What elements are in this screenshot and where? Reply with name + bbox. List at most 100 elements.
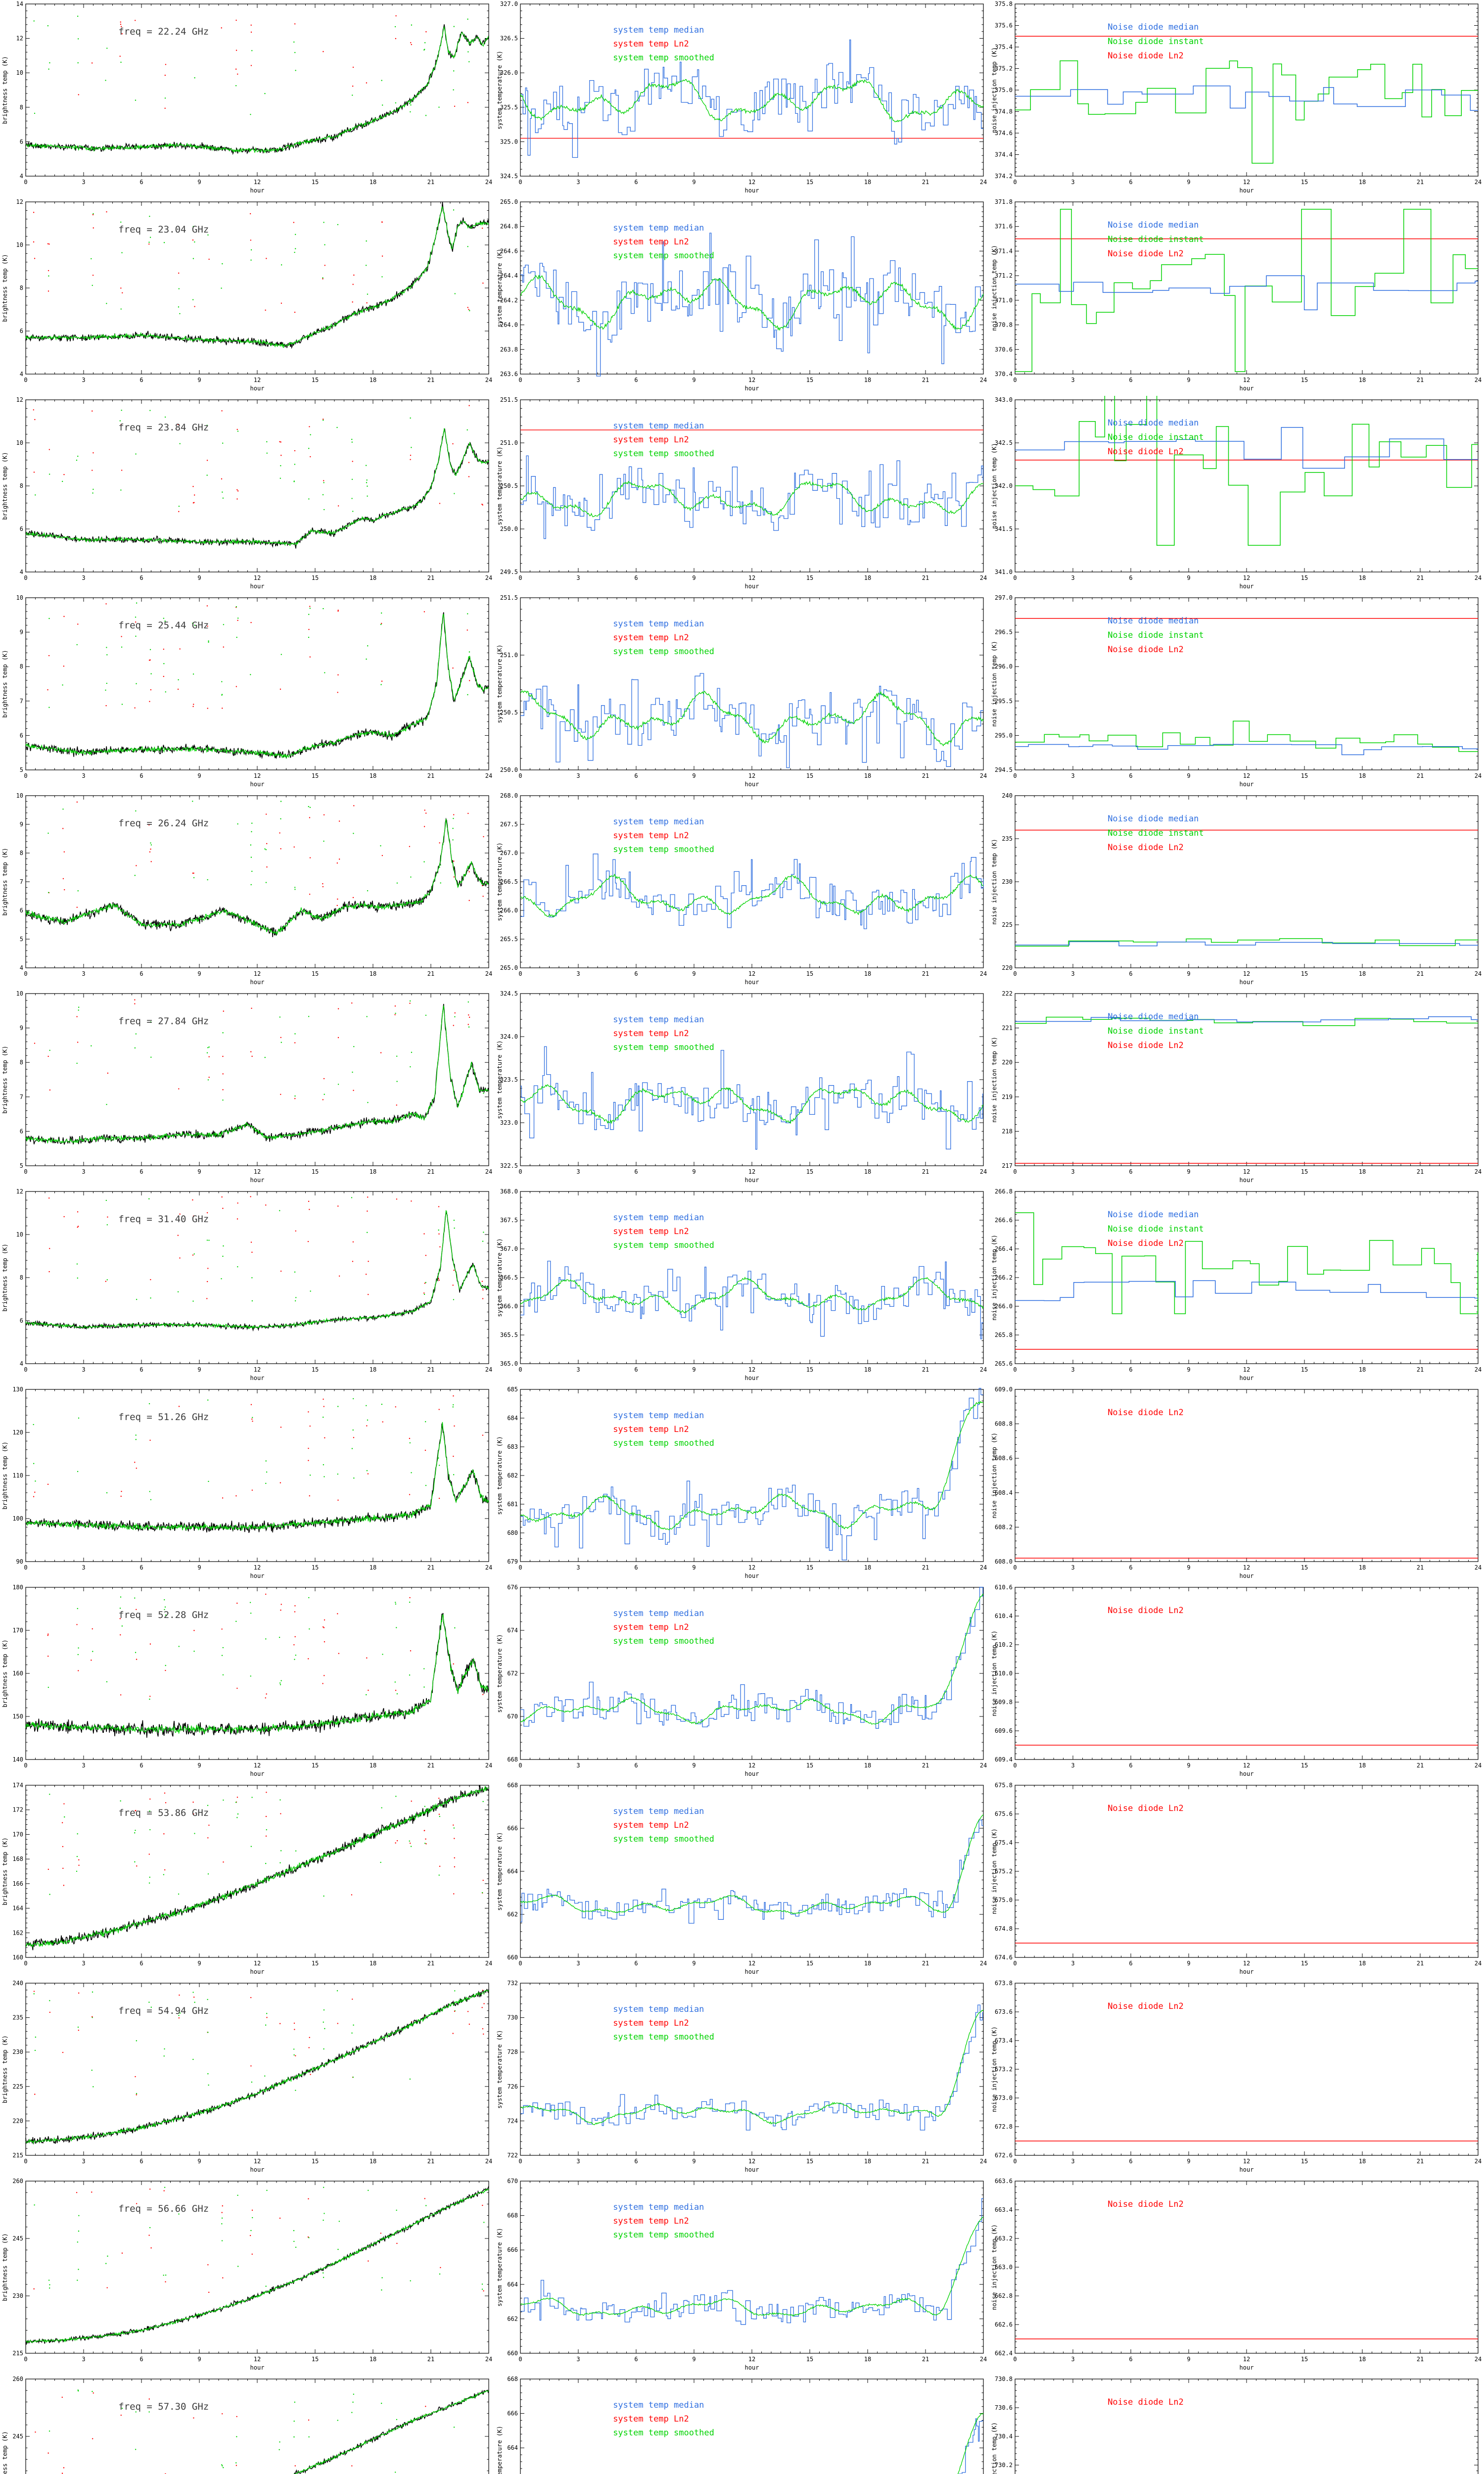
plot-text: 3	[82, 2158, 85, 2165]
plot-text: 24	[1475, 179, 1482, 186]
plot-text: 162	[12, 1929, 23, 1936]
plot-text: hour	[1240, 1572, 1254, 1579]
plot-text: 21	[1417, 1762, 1424, 1769]
plot-text: system temp Ln2	[613, 2414, 689, 2424]
plot-text: 722	[507, 2152, 518, 2159]
plot-text: hour	[745, 1572, 759, 1579]
plot-text: 21	[1417, 179, 1424, 186]
plot-text: 3	[1071, 1564, 1074, 1571]
plot-text: hour	[250, 385, 265, 392]
plot-text: 230	[12, 2048, 23, 2055]
plot-text: system temp Ln2	[613, 1622, 689, 1632]
plot-text: 21	[427, 1960, 434, 1967]
plot-text: system temp smoothed	[613, 2032, 714, 2042]
noise-injection-plot-svg: 0 3 6 9 12 15 18 21 24 hour 370.4 370.6 370.8 371.0 37…	[991, 198, 1482, 392]
plot-text: 140	[12, 1756, 23, 1763]
plot-text: Noise diode median	[1108, 22, 1199, 32]
plot-text: 9	[197, 574, 201, 581]
plot-text: 12	[16, 198, 23, 205]
plot-text: 3	[576, 2158, 580, 2165]
plot-text: system temp median	[613, 2004, 704, 2014]
plot-text: 3	[576, 2356, 580, 2363]
plot-text: 375.2	[995, 65, 1013, 72]
plot-text: 168	[12, 1856, 23, 1862]
system-temp-plot-svg: 0 3 6 9 12 15 18 21 24 hour 324.5 325.0 325.5 326.0 32…	[496, 0, 987, 194]
brightness-temp-plot-54.94ghz: 0 3 6 9 12 15 18 21 24 hour 215 220 225 230 235 240 brig…	[0, 1979, 495, 2177]
plot-text: 220	[12, 2117, 23, 2124]
plot-text: 24	[485, 1762, 492, 1769]
plot-text: 9	[1187, 2158, 1190, 2165]
plot-text: 15	[806, 2356, 813, 2363]
plot-text: system temp median	[613, 1213, 704, 1223]
plot-text: 675.2	[995, 1868, 1013, 1875]
plot-text: 295.0	[995, 732, 1013, 739]
brightness-temp-plot-svg: 0 3 6 9 12 15 18 21 24 hour 4 6 8 10 12 brightness temp…	[1, 396, 492, 590]
plot-text: 370.4	[995, 371, 1013, 378]
plot-text: 264.2	[500, 297, 518, 304]
plot-text: 24	[485, 1564, 492, 1571]
plot-text: system temp median	[613, 1411, 704, 1421]
plot-text: system temp median	[613, 619, 704, 629]
plot-text: 375.8	[995, 0, 1013, 7]
plot-text: 6	[139, 1366, 143, 1373]
plot-text: 6	[634, 2356, 638, 2363]
plot-text: 3	[576, 970, 580, 977]
plot-text: 266.2	[995, 1274, 1013, 1281]
plot-text: 0	[24, 970, 27, 977]
plot-text: 12	[254, 970, 261, 977]
plot-text: 18	[370, 2356, 376, 2363]
plot-text: 21	[427, 1762, 434, 1769]
plot-text: 21	[1417, 574, 1424, 581]
plot-text: 6	[1129, 1366, 1132, 1373]
plot-text: system temp smoothed	[613, 2428, 714, 2438]
plot-text: hour	[1240, 781, 1254, 788]
plot-text: 3	[1071, 574, 1074, 581]
system-temp-plot-31.4ghz: 0 3 6 9 12 15 18 21 24 hour 365.0 365.5 366.0 366.5 36…	[495, 1188, 989, 1385]
noise-injection-plot-svg: 0 3 6 9 12 15 18 21 24 hour 294.5 295.0 295.5 296.0 29…	[991, 594, 1482, 788]
plot-text: 250.0	[500, 766, 518, 773]
plot-text: 365.5	[500, 1332, 518, 1338]
plot-text: 12	[254, 1564, 261, 1571]
plot-text: 662.8	[995, 2292, 1013, 2299]
plot-text: 24	[1475, 2356, 1482, 2363]
plot-text: 12	[1243, 1564, 1250, 1571]
plot-text: 230	[12, 2292, 23, 2299]
plot-text: 266.5	[500, 878, 518, 885]
plot-text: system temp Ln2	[613, 1029, 689, 1039]
plot-text: noise injection temp (K)	[991, 839, 998, 924]
plot-text: 21	[427, 772, 434, 779]
plot-text: 15	[1301, 772, 1308, 779]
plot-text: 6	[139, 574, 143, 581]
plot-text: hour	[745, 2166, 759, 2173]
plot-text: 0	[24, 377, 27, 383]
plot-text: 15	[1301, 377, 1308, 383]
plot-text: system temp smoothed	[613, 1636, 714, 1646]
plot-text: 684	[507, 1415, 518, 1422]
plot-text: freq = 23.84 GHz	[118, 422, 209, 433]
plot-text: 3	[1071, 772, 1074, 779]
plot-text: 8	[20, 482, 23, 489]
plot-text: 6	[1129, 1168, 1132, 1175]
plot-text: 672.8	[995, 2123, 1013, 2130]
plot-text: 609.4	[995, 1756, 1013, 1763]
plot-text: 21	[922, 772, 929, 779]
plot-text: 6	[139, 1564, 143, 1571]
plot-text: 0	[24, 2356, 27, 2363]
plot-text: 8	[20, 104, 23, 111]
plot-text: Noise diode Ln2	[1108, 447, 1184, 457]
plot-text: system temperature (K)	[496, 51, 503, 130]
plot-text: 12	[748, 377, 755, 383]
channel-row-51.26ghz: 0 3 6 9 12 15 18 21 24 hour 90 100 110 120 130 brightne…	[0, 1385, 1484, 1583]
plot-text: system temp Ln2	[613, 39, 689, 49]
plot-text: 14	[16, 0, 23, 7]
plot-text: 374.2	[995, 173, 1013, 180]
plot-text: 6	[139, 179, 143, 186]
plot-text: 0	[1013, 1564, 1017, 1571]
plot-text: 9	[692, 970, 696, 977]
plot-text: noise injection temp (K)	[991, 1235, 998, 1320]
plot-text: 295.5	[995, 698, 1013, 705]
plot-text: system temp median	[613, 817, 704, 827]
plot-text: Noise diode Ln2	[1108, 1041, 1184, 1050]
plot-text: 24	[1475, 1960, 1482, 1967]
plot-text: 9	[1187, 772, 1190, 779]
